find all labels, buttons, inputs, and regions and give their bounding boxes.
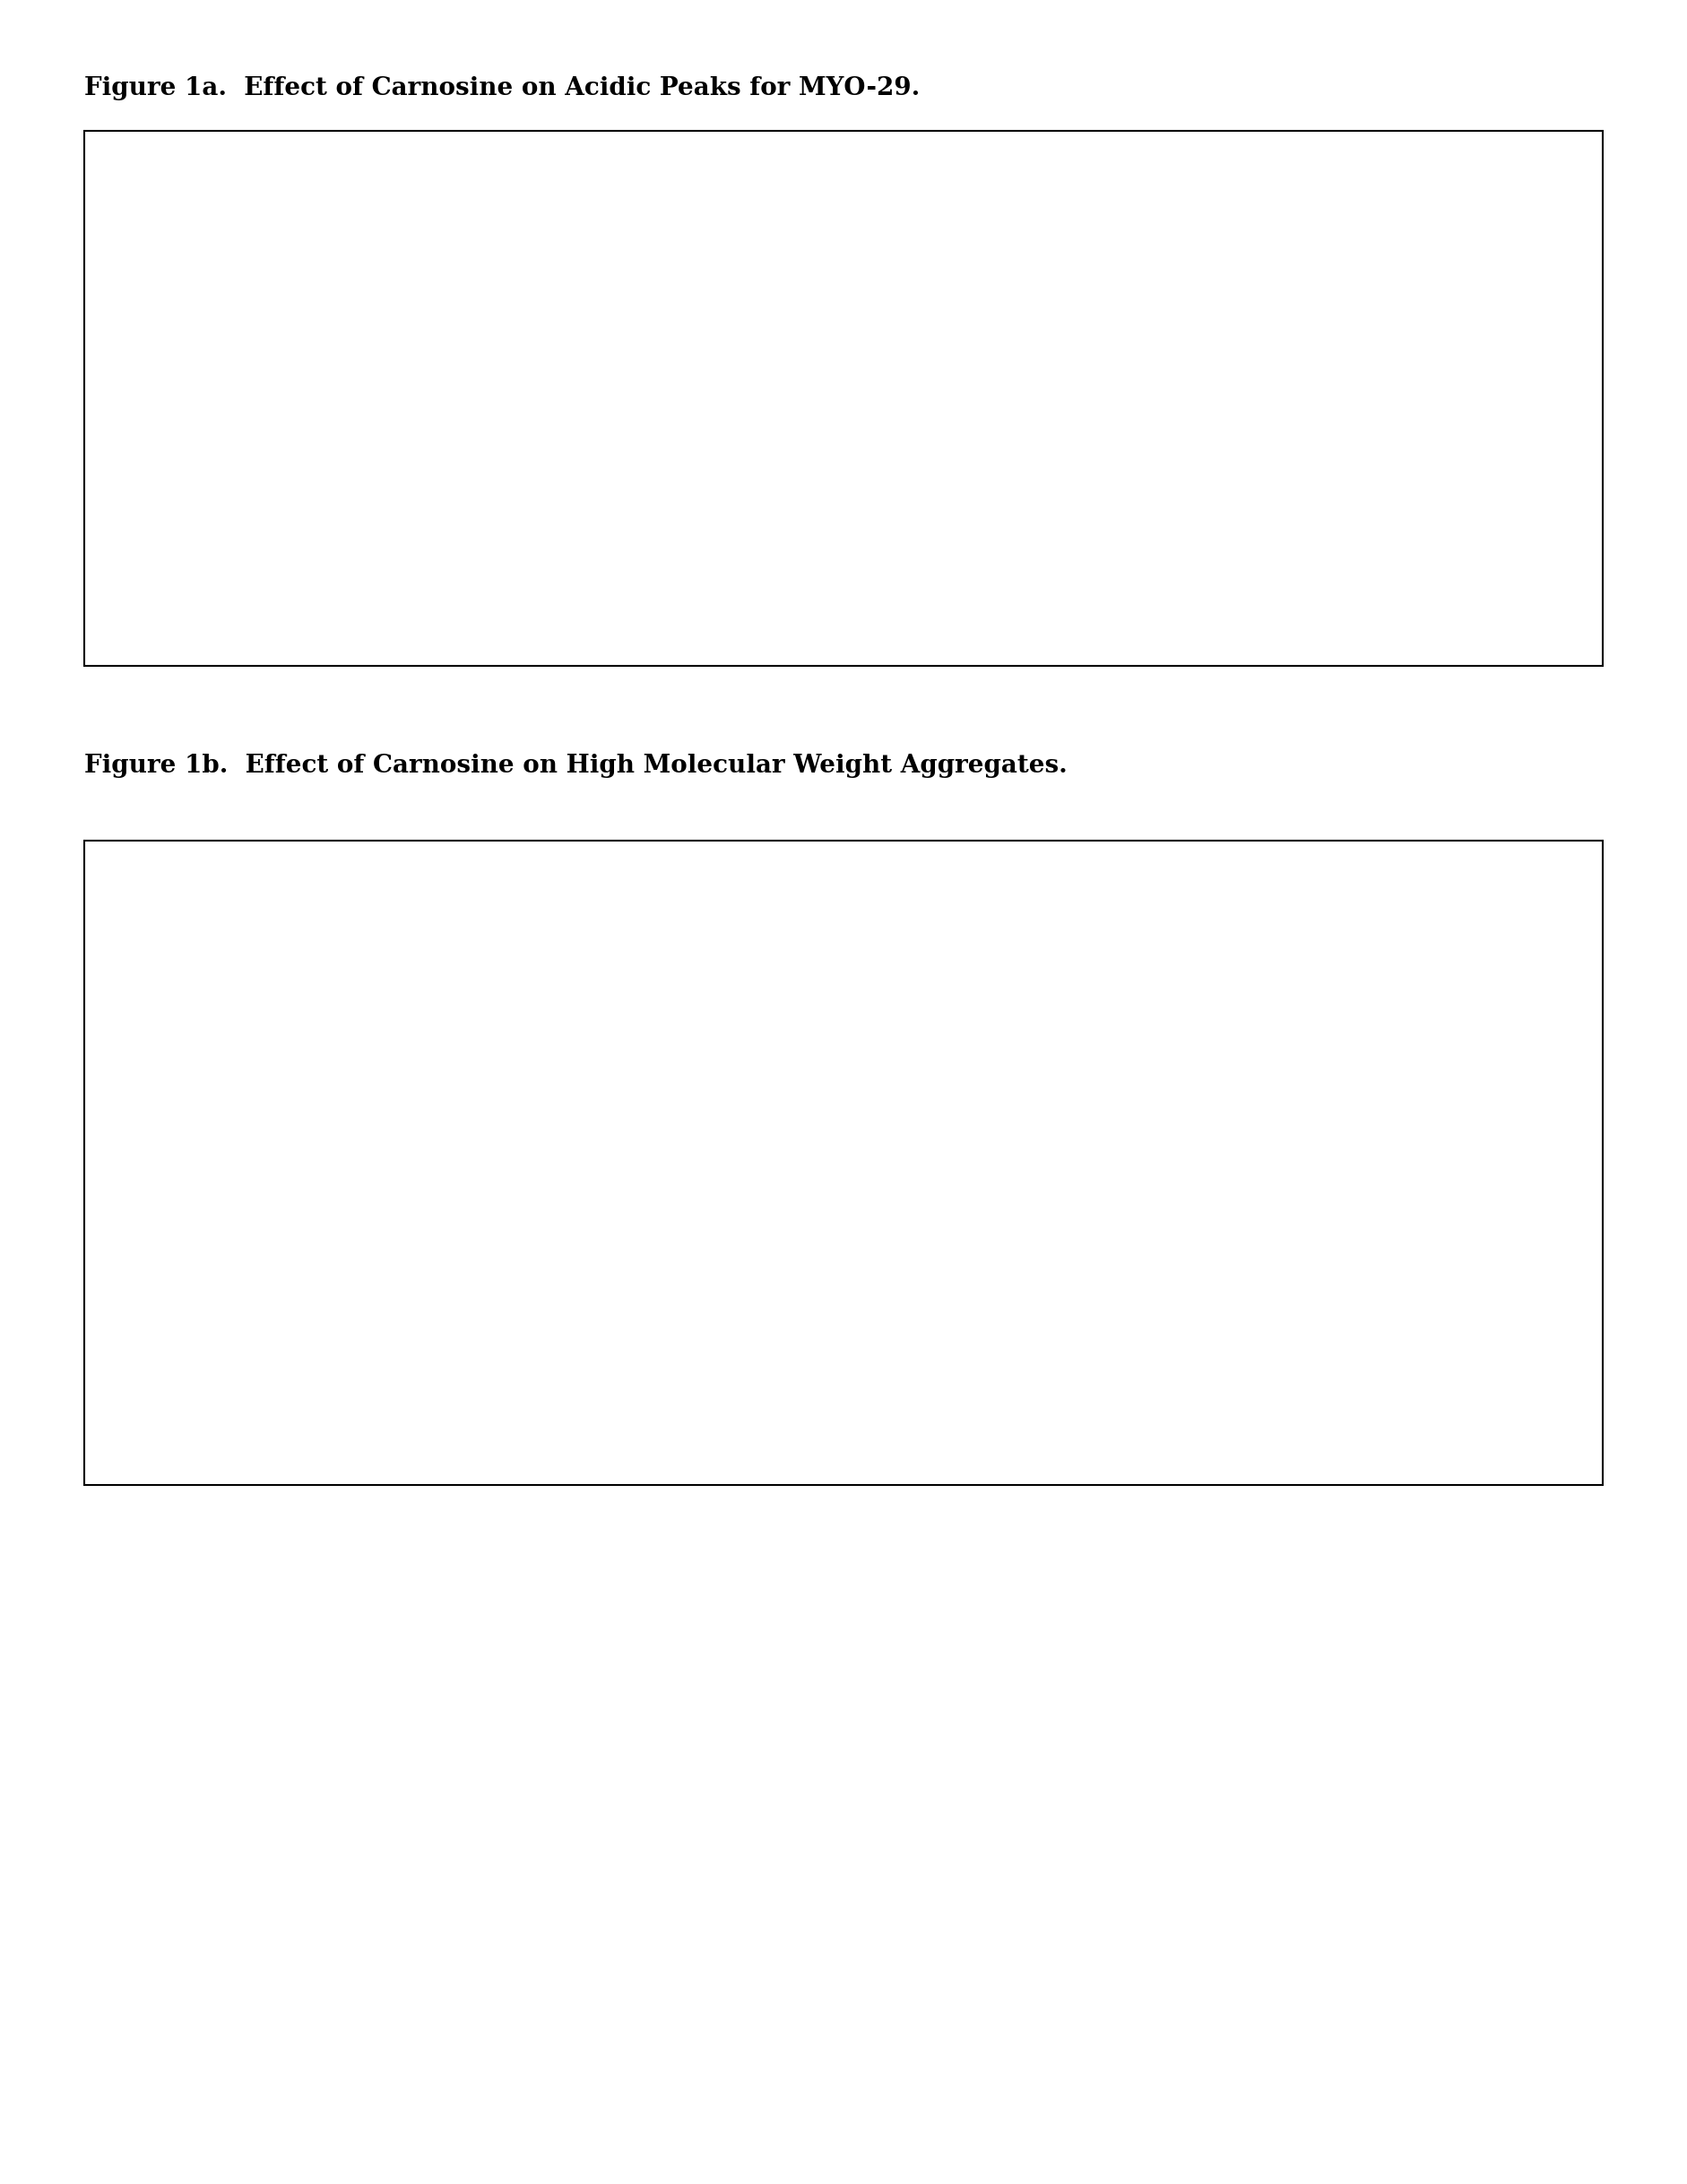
Y-axis label: Acid peaks, %: Acid peaks, % — [142, 336, 159, 472]
Title: Effect of Carnosine on Acidic peaks for Myo-029: Effect of Carnosine on Acidic peaks for … — [607, 203, 1147, 221]
Bar — [643, 269, 800, 579]
Y-axis label: HMW %: HMW % — [142, 1114, 159, 1190]
Bar — [1269, 391, 1426, 579]
Text: Figure 1a.  Effect of Carnosine on Acidic Peaks for MYO-29.: Figure 1a. Effect of Carnosine on Acidic… — [84, 76, 919, 100]
Bar — [955, 1044, 1112, 1365]
Text: Figure 1b.  Effect of Carnosine on High Molecular Weight Aggregates.: Figure 1b. Effect of Carnosine on High M… — [84, 753, 1068, 778]
Bar — [329, 266, 486, 579]
Bar — [329, 1013, 486, 1365]
Bar — [1269, 1048, 1426, 1365]
Bar — [955, 367, 1112, 579]
Title: HMW % of Myo-029 in bioreactors: HMW % of Myo-029 in bioreactors — [687, 913, 1068, 930]
Bar — [643, 992, 800, 1365]
